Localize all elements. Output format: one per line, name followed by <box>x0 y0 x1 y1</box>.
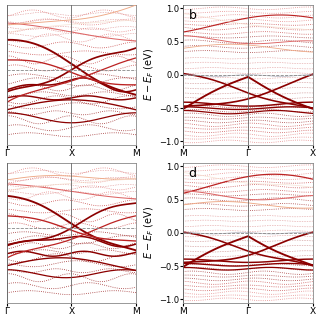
Text: d: d <box>188 167 196 180</box>
Text: b: b <box>188 9 196 22</box>
Y-axis label: $E - E_F$ (eV): $E - E_F$ (eV) <box>143 48 156 101</box>
Y-axis label: $E - E_F$ (eV): $E - E_F$ (eV) <box>143 206 156 259</box>
